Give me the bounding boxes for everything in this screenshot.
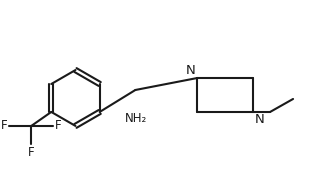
Text: N: N: [185, 64, 195, 77]
Text: F: F: [1, 119, 7, 132]
Text: F: F: [28, 146, 35, 159]
Text: N: N: [255, 113, 265, 126]
Text: F: F: [55, 119, 62, 132]
Text: NH₂: NH₂: [125, 112, 147, 125]
